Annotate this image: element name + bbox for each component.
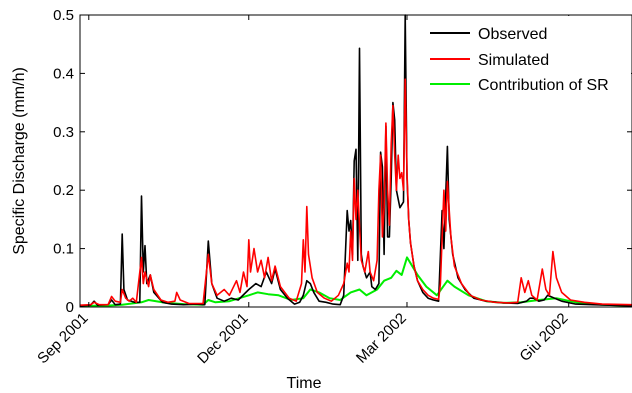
legend-label-observed: Observed [478,26,547,43]
x-axis-label: Time [287,375,322,392]
y-tick-label: 0.4 [53,65,74,82]
series-line-simulated [79,78,632,306]
plot-frame [79,14,632,308]
y-tick-label: 0.1 [53,241,74,258]
legend-label-contribution-of-sr: Contribution of SR [478,77,609,94]
y-tick-label: 0.5 [53,7,74,24]
y-tick-label: 0 [66,299,74,316]
y-tick-label: 0.2 [53,182,74,199]
legend-label-simulated: Simulated [478,52,549,69]
legend: Observed Simulated Contribution of SR [423,16,631,102]
y-tick-label: 0.3 [53,124,74,141]
series-layer [79,14,632,307]
y-axis-label: Specific Discharge (mm/h) [11,67,28,255]
